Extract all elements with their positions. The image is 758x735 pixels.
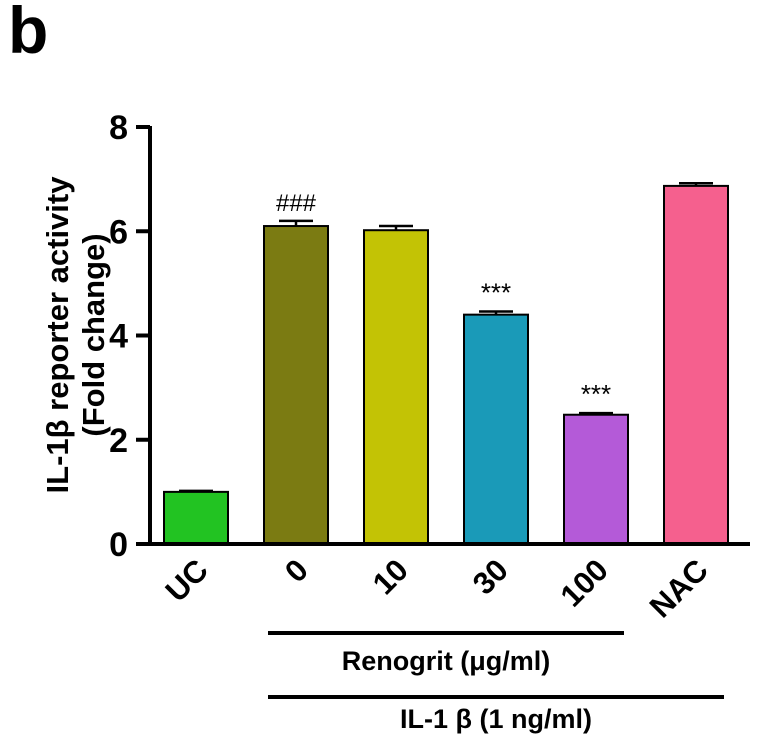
x-tick-label: 100 [554,552,615,613]
x-tick-label: NAC [643,552,715,624]
y-tick-label: 4 [109,318,128,356]
x-tick-label: 10 [366,552,415,601]
bar-10 [363,229,429,546]
x-tick-label: 0 [278,552,315,589]
y-tick-label: 6 [109,213,128,251]
bar-uc [163,490,229,545]
bar-100 [563,413,629,546]
significance-label: *** [581,379,611,409]
bar-nac [663,184,729,545]
panel-label: b [8,0,49,67]
significance-label: *** [481,278,511,308]
bar-30 [463,313,529,545]
x-tick-label: UC [159,552,215,608]
significance-label: ### [276,190,317,217]
y-tick-label: 0 [109,526,128,564]
y-tick-label: 2 [109,422,128,460]
x-tick-label: 30 [466,552,515,601]
il1b-group-label: IL-1 β (1 ng/ml) [400,704,592,734]
y-tick-label: 8 [109,109,128,147]
bar-0 [263,225,329,545]
renogrit-group-label: Renogrit (μg/ml) [341,646,551,676]
